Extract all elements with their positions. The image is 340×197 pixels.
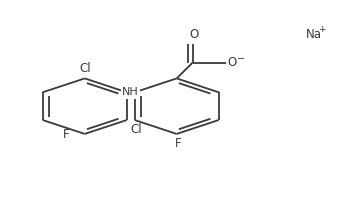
Text: O: O: [228, 56, 237, 69]
Text: F: F: [175, 137, 182, 150]
Text: +: +: [318, 25, 326, 34]
Text: −: −: [237, 54, 245, 64]
Text: NH: NH: [122, 87, 139, 97]
Text: Cl: Cl: [130, 124, 142, 137]
Text: Cl: Cl: [79, 62, 90, 75]
Text: O: O: [189, 28, 198, 41]
Text: Na: Na: [305, 28, 321, 41]
Text: F: F: [63, 128, 70, 141]
